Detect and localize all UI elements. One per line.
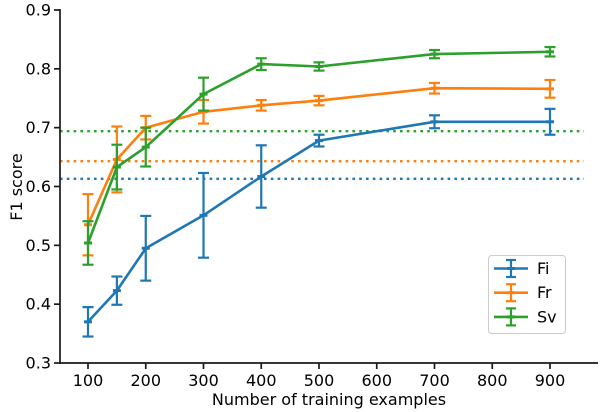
y-axis-label: F1 score (7, 153, 26, 220)
legend-label-Fi: Fi (537, 259, 549, 278)
errorbar-Sv-500 (313, 61, 325, 72)
legend-entry-Sv: Sv (494, 307, 557, 327)
series-line-Sv (86, 50, 551, 244)
errorbar-Fi-900 (544, 107, 556, 136)
x-tick-label: 400 (246, 371, 277, 390)
legend-entry-Fr: Fr (494, 283, 552, 303)
errorbar-Sv-200 (140, 126, 152, 168)
x-tick-label: 200 (130, 371, 161, 390)
x-tick-label: 100 (73, 371, 104, 390)
x-axis-label: Number of training examples (212, 390, 446, 409)
errorbar-Fr-500 (313, 94, 325, 107)
y-tick-label: 0.6 (26, 177, 51, 196)
plot-area: 100 200 300 400 500 600 700 800 900 0.3 0.4 0.5 0.6 0… (26, 1, 598, 390)
baseline-lines (60, 129, 584, 181)
errorbar-Fi-150 (111, 275, 123, 306)
errorbar-Fr-900 (544, 78, 556, 99)
y-tick-label: 0.7 (26, 118, 51, 137)
x-tick-label: 700 (419, 371, 450, 390)
y-tick-label: 0.3 (26, 354, 51, 373)
series-Fi (82, 107, 556, 338)
legend: Fi Fr Sv (488, 255, 566, 334)
y-tick-label: 0.8 (26, 59, 51, 78)
legend-entry-Fi: Fi (494, 258, 549, 279)
legend-label-Sv: Sv (537, 307, 557, 326)
axes: 100 200 300 400 500 600 700 800 900 0.3 0.4 0.5 0.6 0… (26, 1, 598, 390)
errorbar-Sv-900 (544, 45, 556, 58)
y-tick-label: 0.9 (26, 1, 51, 20)
x-tick-label: 900 (535, 371, 566, 390)
x-tick-label: 600 (361, 371, 392, 390)
x-tick-label: 500 (304, 371, 335, 390)
series-line-Fi (87, 120, 550, 323)
errorbar-Fi-300 (198, 171, 209, 259)
x-tick-label: 300 (188, 371, 219, 390)
x-tick-label: 800 (477, 371, 508, 390)
errorbar-Fr-400 (255, 98, 267, 112)
series-line-Fr (86, 86, 551, 226)
legend-frame (488, 255, 566, 334)
y-tick-label: 0.4 (26, 295, 51, 314)
errorbar-Sv-100 (82, 220, 94, 266)
errorbar-Fi-100 (82, 306, 94, 338)
y-tick-label: 0.5 (26, 236, 51, 255)
errorbar-Sv-150 (111, 143, 123, 191)
errorbar-Fi-700 (429, 114, 440, 130)
legend-label-Fr: Fr (537, 283, 552, 302)
series-Sv (82, 45, 556, 266)
errorbar-Fi-200 (140, 214, 152, 282)
errorbar-Fr-700 (429, 81, 440, 95)
series-Fr (82, 78, 556, 257)
errorbar-Sv-300 (198, 76, 209, 112)
errorbar-Fi-500 (313, 133, 325, 148)
errorbar-Sv-400 (255, 57, 267, 72)
errorbar-Fi-400 (255, 144, 267, 209)
errorbar-Sv-700 (429, 48, 440, 60)
